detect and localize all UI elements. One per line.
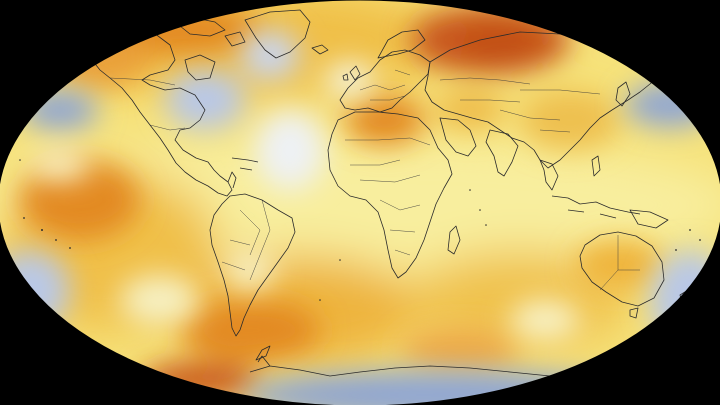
warm-anomaly-south-indian xyxy=(400,328,520,372)
border-us-mexico xyxy=(149,124,186,131)
coastline-southeast-asia xyxy=(539,159,559,191)
coastline-north-america xyxy=(89,27,233,197)
borders-europe xyxy=(359,69,411,101)
small-islands xyxy=(19,159,701,301)
coastline-florida xyxy=(227,171,237,189)
borders-south-america xyxy=(221,199,271,281)
coastline-south-america xyxy=(209,193,296,337)
warm-anomaly-south-atlantic xyxy=(180,300,320,360)
cool-anomaly-antarctica-west xyxy=(270,386,390,405)
coastline-japan xyxy=(615,81,631,107)
coastline-greenland xyxy=(244,9,311,59)
warm-anomaly-east-asia xyxy=(520,90,620,150)
country-borders xyxy=(109,69,640,291)
border-us-canada xyxy=(109,77,176,86)
coastline-new-guinea xyxy=(629,209,669,229)
warm-anomaly-south-pacific xyxy=(20,160,140,240)
neutral-anomaly-south-indian xyxy=(510,300,580,340)
warm-anomaly-siberia-core xyxy=(460,25,540,65)
cool-anomaly-greenland xyxy=(240,30,300,80)
warm-anomaly-north-africa xyxy=(345,95,425,145)
coastline-antarctic-peninsula xyxy=(255,345,271,361)
warm-anomaly-australia xyxy=(575,240,665,290)
coastline-scandinavia xyxy=(377,29,426,59)
neutral-anomaly-equatorial-pacific xyxy=(30,150,90,180)
neutral-anomaly-pacific-south xyxy=(120,275,200,325)
cool-anomaly-north-atlantic xyxy=(255,110,325,190)
coastline-philippines xyxy=(591,155,601,177)
coastline-tasmania xyxy=(629,307,639,319)
borders-australia xyxy=(599,235,640,291)
borders-africa xyxy=(345,137,431,256)
coastline-british-isles xyxy=(342,65,361,81)
neutral-anomaly-south-america-south xyxy=(225,250,275,290)
coastline-australia xyxy=(579,231,665,307)
coastline-arabia xyxy=(439,117,477,157)
coastline-indonesia xyxy=(551,195,641,219)
coastline-africa xyxy=(327,111,453,279)
borders-asia xyxy=(439,77,601,133)
cool-anomaly-western-europe xyxy=(325,62,375,98)
coastline-caribbean xyxy=(231,157,259,171)
coastline-hudson-bay xyxy=(184,54,216,81)
coastline-india xyxy=(485,129,519,177)
coastline-iceland xyxy=(311,44,329,55)
warm-anomaly-middle-east xyxy=(435,90,505,130)
cool-anomaly-north-america-east xyxy=(165,70,245,130)
coastline-madagascar xyxy=(447,225,461,255)
